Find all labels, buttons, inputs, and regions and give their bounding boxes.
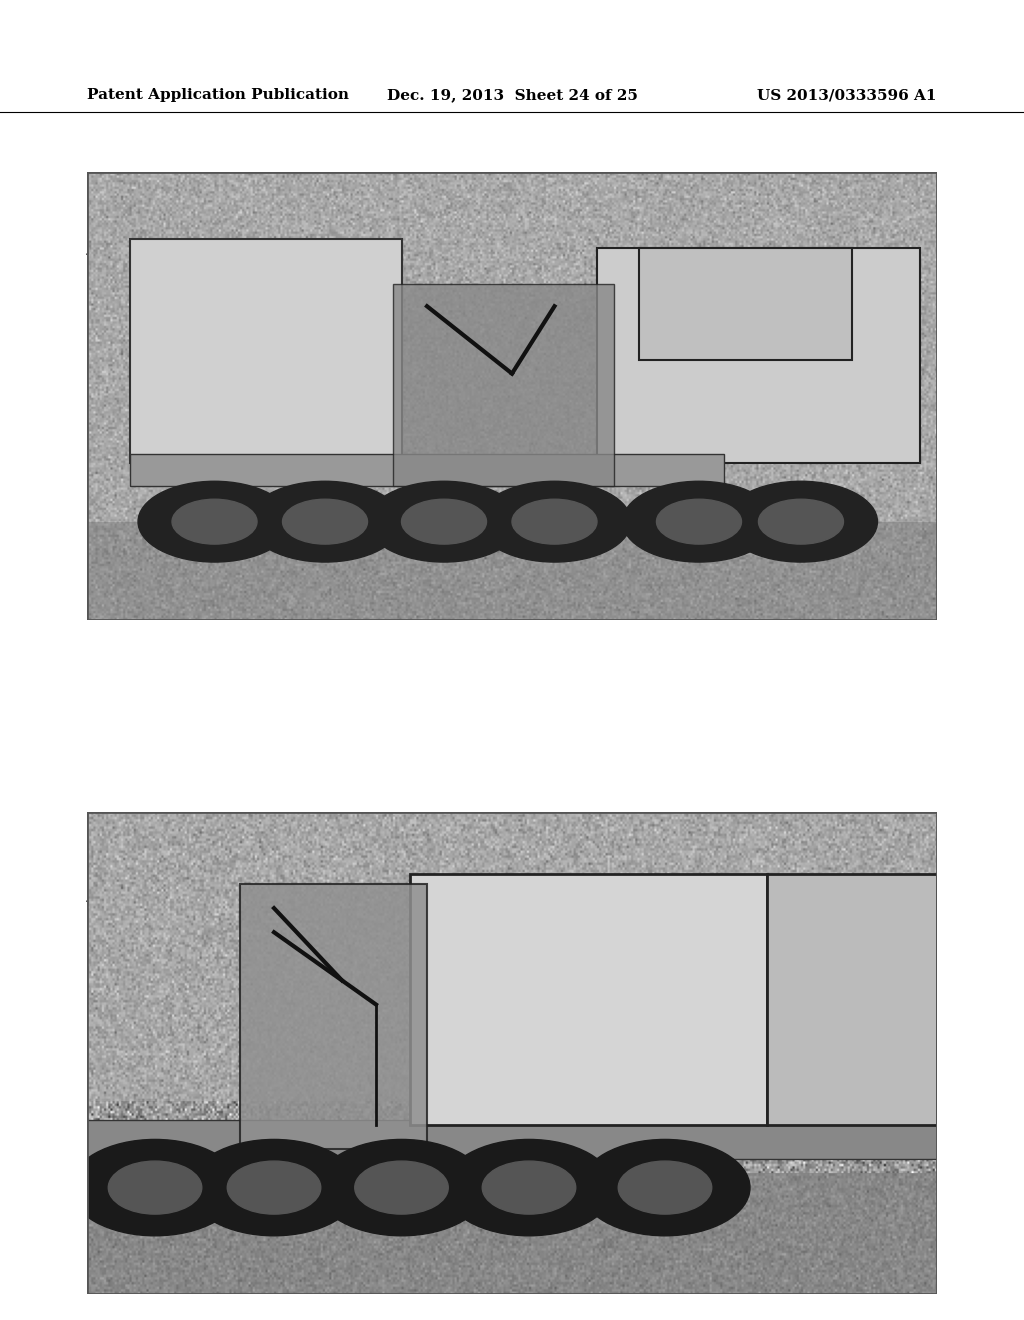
Text: Dec. 19, 2013  Sheet 24 of 25: Dec. 19, 2013 Sheet 24 of 25 xyxy=(387,88,637,102)
Bar xyxy=(767,874,937,1125)
Bar xyxy=(240,884,427,1148)
Text: Fig. 11c: Fig. 11c xyxy=(87,231,224,261)
Bar xyxy=(129,239,401,463)
Circle shape xyxy=(249,482,401,562)
Circle shape xyxy=(618,1162,712,1214)
Circle shape xyxy=(109,1162,202,1214)
Text: US 2013/0333596 A1: US 2013/0333596 A1 xyxy=(758,88,937,102)
Bar xyxy=(87,1121,937,1159)
Circle shape xyxy=(189,1139,359,1236)
Circle shape xyxy=(172,499,257,544)
Circle shape xyxy=(623,482,775,562)
Circle shape xyxy=(138,482,291,562)
Circle shape xyxy=(401,499,486,544)
Circle shape xyxy=(759,499,844,544)
Circle shape xyxy=(580,1139,750,1236)
Circle shape xyxy=(227,1162,321,1214)
Bar xyxy=(639,248,852,360)
Circle shape xyxy=(444,1139,614,1236)
Circle shape xyxy=(354,1162,449,1214)
Circle shape xyxy=(478,482,631,562)
Bar xyxy=(410,874,767,1125)
Text: Patent Application Publication: Patent Application Publication xyxy=(87,88,349,102)
Text: 10: 10 xyxy=(391,174,430,240)
Text: 22: 22 xyxy=(548,174,579,240)
Bar xyxy=(597,248,920,463)
Circle shape xyxy=(656,499,741,544)
Circle shape xyxy=(482,1162,575,1214)
Circle shape xyxy=(368,482,520,562)
Circle shape xyxy=(512,499,597,544)
Circle shape xyxy=(316,1139,486,1236)
Bar xyxy=(87,812,937,1101)
Bar xyxy=(87,521,937,620)
Bar xyxy=(393,284,614,486)
Circle shape xyxy=(70,1139,240,1236)
Bar xyxy=(87,1173,937,1294)
Circle shape xyxy=(283,499,368,544)
Circle shape xyxy=(724,482,878,562)
Text: Fig. 11d: Fig. 11d xyxy=(87,878,226,908)
Bar xyxy=(129,454,725,486)
Bar xyxy=(87,172,937,521)
Text: 20: 20 xyxy=(241,828,299,900)
